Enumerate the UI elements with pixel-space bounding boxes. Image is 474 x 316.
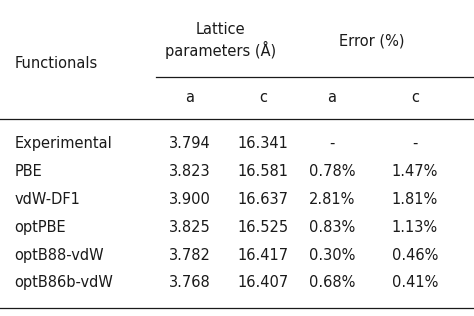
Text: 0.83%: 0.83%: [309, 220, 355, 235]
Text: 3.768: 3.768: [169, 275, 210, 290]
Text: PBE: PBE: [14, 164, 42, 179]
Text: 0.46%: 0.46%: [392, 247, 438, 263]
Text: 0.30%: 0.30%: [309, 247, 355, 263]
Text: a: a: [185, 90, 194, 106]
Text: 16.581: 16.581: [237, 164, 289, 179]
Text: c: c: [259, 90, 267, 106]
Text: 1.81%: 1.81%: [392, 192, 438, 207]
Text: Lattice
parameters (Å): Lattice parameters (Å): [165, 22, 276, 59]
Text: Experimental: Experimental: [14, 136, 112, 151]
Text: optPBE: optPBE: [14, 220, 66, 235]
Text: a: a: [328, 90, 336, 106]
Text: optB86b-vdW: optB86b-vdW: [14, 275, 113, 290]
Text: 3.823: 3.823: [169, 164, 210, 179]
Text: c: c: [411, 90, 419, 106]
Text: 1.47%: 1.47%: [392, 164, 438, 179]
Text: 0.68%: 0.68%: [309, 275, 355, 290]
Text: 0.78%: 0.78%: [309, 164, 355, 179]
Text: 3.825: 3.825: [169, 220, 210, 235]
Text: 16.525: 16.525: [237, 220, 289, 235]
Text: -: -: [329, 136, 335, 151]
Text: 3.782: 3.782: [169, 247, 210, 263]
Text: 3.900: 3.900: [169, 192, 210, 207]
Text: 16.637: 16.637: [237, 192, 289, 207]
Text: Error (%): Error (%): [339, 33, 405, 49]
Text: -: -: [412, 136, 418, 151]
Text: Functionals: Functionals: [14, 56, 98, 71]
Text: 2.81%: 2.81%: [309, 192, 355, 207]
Text: 16.341: 16.341: [237, 136, 289, 151]
Text: 16.417: 16.417: [237, 247, 289, 263]
Text: vdW-DF1: vdW-DF1: [14, 192, 80, 207]
Text: 16.407: 16.407: [237, 275, 289, 290]
Text: 3.794: 3.794: [169, 136, 210, 151]
Text: 0.41%: 0.41%: [392, 275, 438, 290]
Text: optB88-vdW: optB88-vdW: [14, 247, 104, 263]
Text: 1.13%: 1.13%: [392, 220, 438, 235]
